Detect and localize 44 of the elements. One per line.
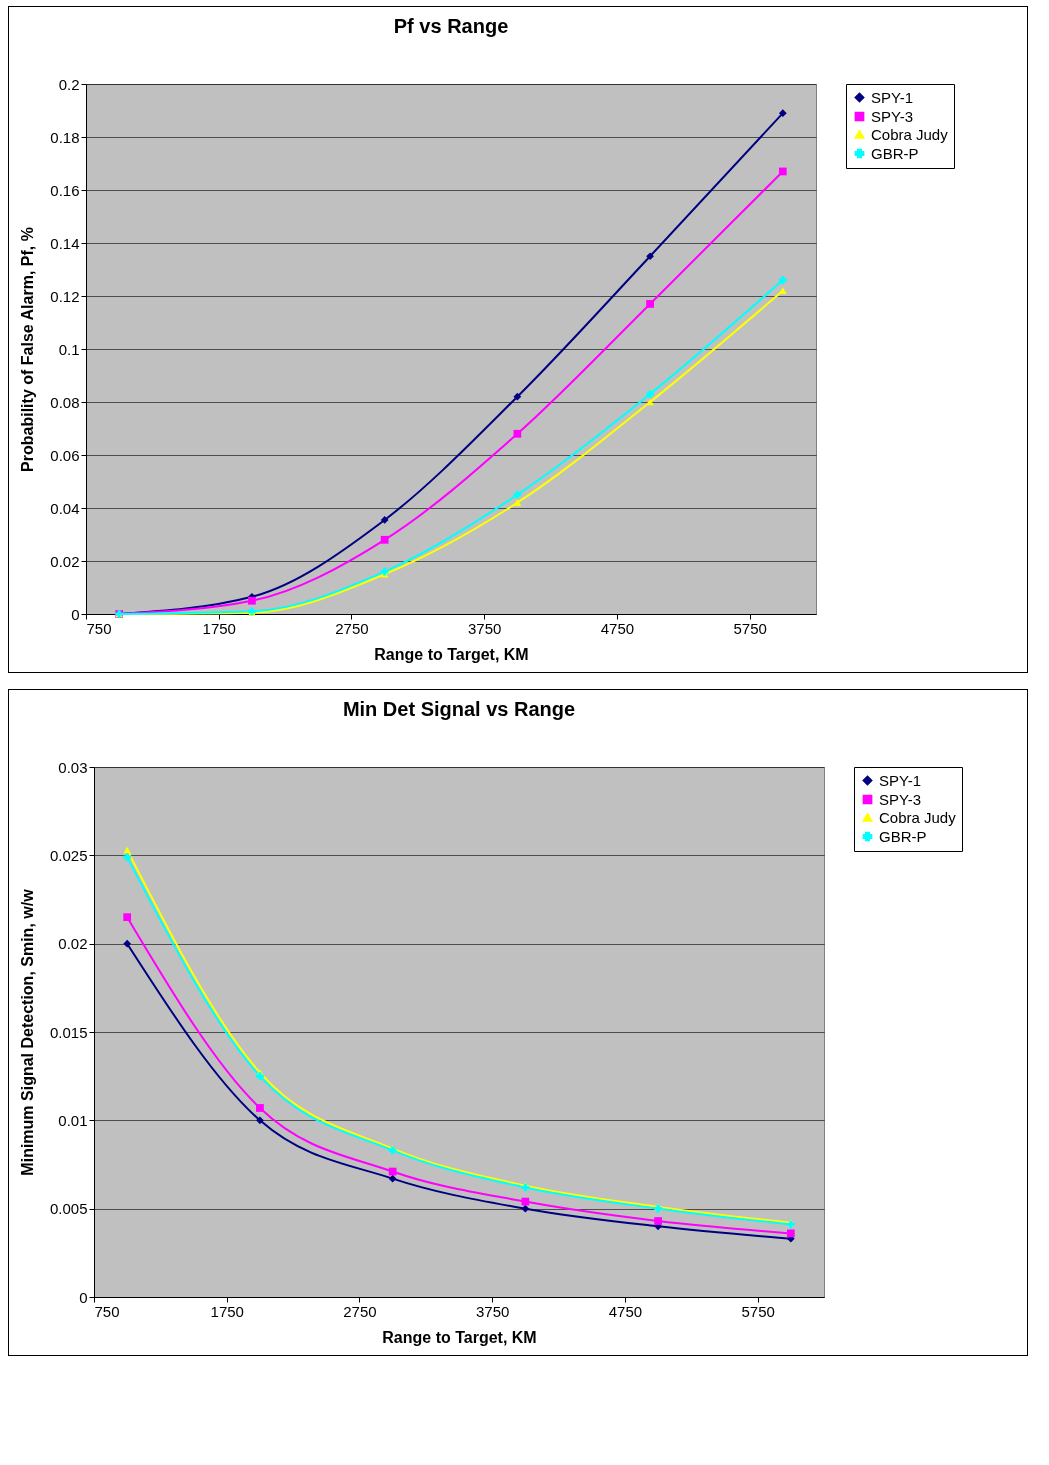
y-tick-label: 0.2: [58, 75, 80, 93]
y-tick-label: 0.015: [49, 1023, 88, 1041]
x-tick-label: 3750: [475, 1302, 510, 1320]
y-tick-label: 0.12: [50, 287, 80, 305]
x-tick-label: 750: [86, 619, 112, 637]
legend-label: SPY-3: [879, 790, 921, 808]
chart-title: Pf vs Range: [393, 15, 509, 37]
x-tick-label: 2750: [335, 619, 369, 637]
y-tick-label: 0.02: [50, 552, 80, 570]
legend-label: Cobra Judy: [879, 808, 957, 826]
legend-label: GBR-P: [879, 827, 927, 845]
legend-label: SPY-1: [871, 88, 913, 106]
y-tick-label: 0.01: [58, 1111, 88, 1129]
x-tick-label: 750: [94, 1302, 120, 1320]
y-tick-label: 0.08: [50, 393, 80, 411]
y-tick-label: 0.06: [50, 446, 80, 464]
x-tick-label: 2750: [343, 1302, 377, 1320]
x-tick-label: 5750: [733, 619, 767, 637]
x-tick-label: 1750: [202, 619, 236, 637]
y-tick-label: 0.005: [49, 1200, 88, 1218]
y-tick-label: 0.16: [50, 181, 80, 199]
y-tick-label: 0: [71, 605, 80, 623]
x-tick-label: 4750: [600, 619, 635, 637]
y-tick-label: 0: [79, 1288, 88, 1306]
y-tick-label: 0.025: [49, 846, 88, 864]
y-tick-label: 0.02: [58, 935, 88, 953]
x-axis-title: Range to Target, KM: [382, 1328, 537, 1346]
y-tick-label: 0.1: [58, 340, 80, 358]
legend-label: Cobra Judy: [871, 125, 949, 143]
legend-label: SPY-3: [871, 107, 913, 125]
y-axis-title: Minimum Signal Detection, Smin, w/w: [18, 888, 36, 1176]
x-tick-label: 1750: [210, 1302, 244, 1320]
legend-label: GBR-P: [871, 144, 919, 162]
x-tick-label: 5750: [741, 1302, 775, 1320]
y-tick-label: 0.04: [50, 499, 80, 517]
chart-title: Min Det Signal vs Range: [342, 698, 576, 720]
x-tick-label: 4750: [608, 1302, 643, 1320]
x-axis-title: Range to Target, KM: [374, 645, 529, 663]
legend-label: SPY-1: [879, 771, 921, 789]
y-axis-title: Probability of False Alarm, Pf, %: [19, 227, 37, 472]
y-tick-label: 0.03: [58, 758, 88, 776]
y-tick-label: 0.18: [50, 128, 80, 146]
y-tick-label: 0.14: [50, 234, 80, 252]
x-tick-label: 3750: [467, 619, 502, 637]
